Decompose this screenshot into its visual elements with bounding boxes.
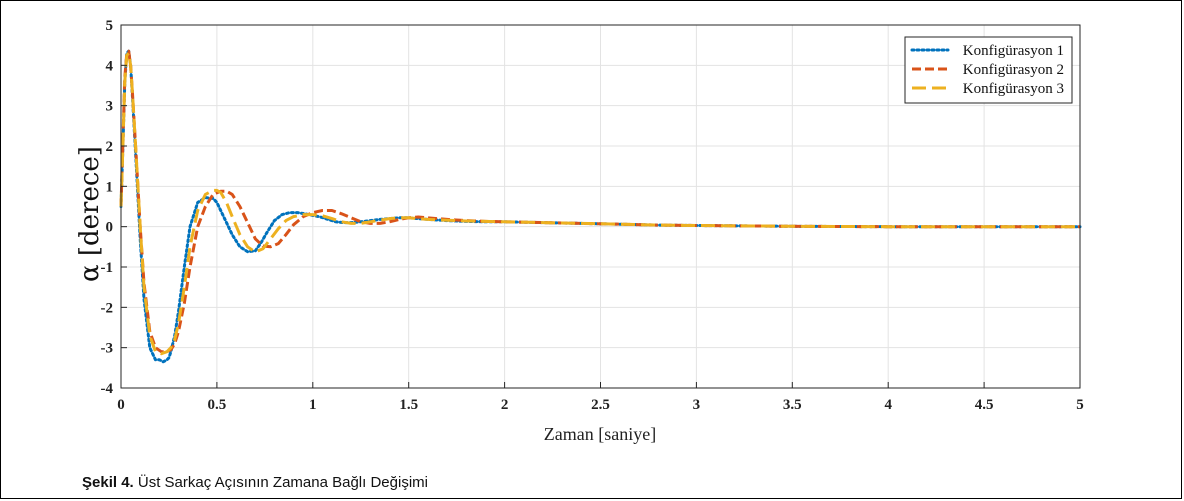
y-axis-label: α [derece] [75, 146, 105, 282]
y-tick-label: -1 [101, 260, 114, 276]
y-tick-label: 1 [106, 179, 114, 195]
y-tick-label: 3 [106, 99, 114, 115]
x-tick-label: 3 [693, 397, 701, 413]
x-tick-label: 1.5 [399, 397, 418, 413]
legend-items: Konfigürasyon 1 Konfigürasyon 2 Konfigüras… [910, 43, 1064, 97]
x-tick-label: 3.5 [783, 397, 802, 413]
y-axis-ticks: 5 4 3 2 1 0 -1 -2 -3 -4 [101, 18, 127, 397]
y-tick-label: -4 [101, 381, 114, 397]
x-tick-label: 0 [117, 397, 125, 413]
legend-label-2: Konfigürasyon 2 [963, 62, 1064, 78]
x-axis-label: Zaman [saniye] [544, 424, 656, 444]
x-tick-label: 4 [884, 397, 892, 413]
x-tick-label: 4.5 [975, 397, 994, 413]
y-tick-label: 0 [106, 220, 114, 236]
line-chart: 0 0.5 1 1.5 2 2.5 3 3.5 4 4.5 5 5 4 3 2 1 0 -1 -2 -3 -4 Zam… [75, 18, 1084, 444]
legend-label-1: Konfigürasyon 1 [963, 43, 1064, 59]
y-tick-label: 2 [106, 139, 114, 155]
x-axis-ticks: 0 0.5 1 1.5 2 2.5 3 3.5 4 4.5 5 [117, 382, 1084, 413]
x-tick-label: 1 [309, 397, 317, 413]
y-tick-label: 4 [106, 58, 114, 74]
legend-label-3: Konfigürasyon 3 [963, 81, 1064, 97]
figure-caption: Şekil 4. Üst Sarkaç Açısının Zamana Bağl… [82, 474, 428, 491]
caption-text: Üst Sarkaç Açısının Zamana Bağlı Değişim… [133, 474, 428, 491]
caption-label: Şekil 4. [82, 474, 134, 491]
x-tick-label: 2.5 [591, 397, 610, 413]
x-tick-label: 5 [1076, 397, 1084, 413]
legend: Konfigürasyon 1 Konfigürasyon 2 Konfigüras… [904, 36, 1073, 104]
x-tick-label: 0.5 [208, 397, 227, 413]
x-tick-label: 2 [501, 397, 509, 413]
y-tick-label: 5 [106, 18, 114, 34]
y-tick-label: -2 [101, 300, 114, 316]
series-line-3 [119, 51, 1080, 356]
y-tick-label: -3 [101, 341, 114, 357]
series-layer [119, 49, 1082, 364]
